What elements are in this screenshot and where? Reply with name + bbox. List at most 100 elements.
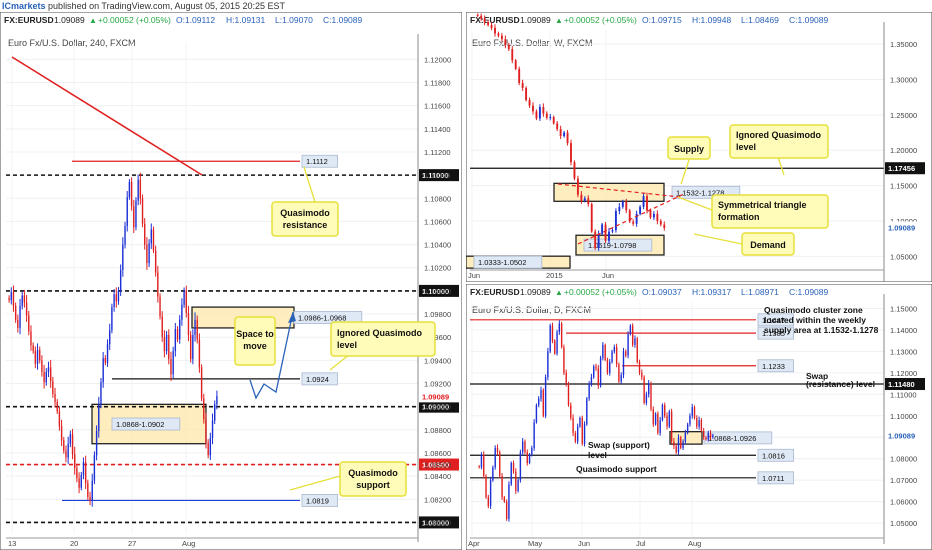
candle-body — [659, 220, 662, 225]
candle-body — [84, 462, 87, 484]
candle-body — [654, 413, 657, 425]
candle-body — [499, 452, 501, 476]
candle-body — [504, 39, 507, 45]
candle-body — [627, 334, 629, 356]
candle-body — [30, 331, 32, 346]
quote-change: +0.00052 (+0.05%) — [98, 15, 171, 25]
up-arrow-icon: ▲ — [555, 288, 563, 297]
candle-body — [67, 443, 69, 458]
callout-ignored-quasimodo-weekly: Ignored Quasimodo level — [729, 124, 829, 176]
candle-body — [615, 347, 618, 365]
triangle-line-lower — [577, 193, 685, 245]
quote-low: L:1.08469 — [741, 15, 779, 25]
candle-body — [483, 18, 486, 23]
candle-body — [622, 351, 625, 375]
publish-text: published on TradingView.com, August 05,… — [48, 1, 286, 11]
candle-body — [487, 22, 490, 26]
level-axis-label: 1.10000 — [422, 287, 449, 296]
candle-body — [567, 383, 570, 406]
chart-240[interactable]: FX:EURUSD 1.09089 ▲ +0.00052 (+0.05%) O:… — [0, 12, 462, 550]
candle-body — [10, 292, 12, 301]
candle-body — [60, 426, 63, 441]
arrow-path-icon — [249, 311, 294, 400]
candle-body — [576, 426, 579, 442]
candle-body — [189, 334, 192, 360]
y-tick-label: 1.09800 — [424, 310, 451, 319]
candle-body — [174, 329, 177, 352]
y-tick-label: 1.09400 — [424, 356, 451, 365]
candle-body — [636, 338, 638, 363]
candle-body — [647, 383, 650, 395]
candle-body — [570, 143, 572, 163]
candle-body — [139, 179, 142, 199]
candle-body — [525, 87, 528, 101]
brand-link[interactable]: ICmarkets — [2, 1, 46, 11]
candle-body — [698, 420, 700, 427]
candle-body — [176, 329, 179, 340]
up-arrow-icon: ▲ — [89, 16, 97, 25]
candle-body — [91, 480, 93, 501]
candle-body — [668, 411, 671, 427]
candle-body — [510, 463, 512, 485]
candle-body — [82, 462, 85, 475]
candle-body — [702, 430, 705, 438]
zone-label: 1.0333-1.0502 — [478, 258, 526, 267]
y-tick-label: 1.11800 — [424, 79, 451, 88]
callout-quasimodo-resistance: Quasimodo resistance — [271, 166, 339, 237]
chart-daily[interactable]: FX:EURUSD 1.09089 ▲ +0.00052 (+0.05%) O:… — [466, 284, 932, 550]
candle-body — [207, 442, 209, 456]
quote-last: 1.09089 — [520, 287, 551, 297]
candle-body — [19, 305, 21, 328]
annotation-space-to-move: Space to — [236, 329, 274, 339]
level-tag: 1.0816 — [762, 451, 785, 460]
candle-body — [542, 107, 545, 114]
candle-body — [124, 226, 126, 245]
candle-body — [556, 332, 558, 354]
candle-body — [517, 480, 519, 491]
candle-body — [43, 371, 45, 383]
candle-body — [93, 455, 96, 481]
annotation-ignored-quasimodo-line2: level — [337, 340, 357, 350]
candle-body — [161, 316, 163, 338]
candle-body — [179, 319, 181, 340]
y-tick-label: 1.09000 — [424, 403, 451, 412]
quote-last: 1.09089 — [54, 15, 85, 25]
candle-body — [599, 357, 602, 386]
quote-close: C:1.09089 — [323, 15, 362, 25]
candle-body — [494, 27, 496, 34]
candle-body — [693, 407, 696, 418]
candle-body — [588, 383, 590, 399]
y-tick-label: 1.20000 — [890, 146, 917, 155]
candle-body — [625, 351, 627, 356]
candle-body — [521, 441, 524, 453]
candle-body — [511, 49, 514, 61]
y-tick-label: 1.05000 — [890, 252, 917, 261]
candle-body — [583, 424, 586, 444]
candle-body — [712, 435, 714, 438]
annotation-quasimodo-cluster-line2: located within the weekly — [764, 315, 866, 325]
current-price-label: 1.09089 — [422, 392, 449, 401]
candle-body — [514, 60, 517, 69]
candle-body — [645, 394, 648, 403]
candle-body — [17, 319, 19, 328]
price-tag-bg — [885, 429, 925, 442]
level-tag-bg — [757, 326, 794, 340]
candle-body — [512, 463, 515, 472]
candle-body — [32, 345, 34, 352]
candle-body — [28, 315, 30, 332]
candle-body — [214, 404, 216, 421]
y-tick-label: 1.10800 — [424, 194, 451, 203]
chart-weekly[interactable]: FX:EURUSD 1.09089 ▲ +0.00052 (+0.05%) O:… — [466, 12, 932, 282]
candle-body — [39, 349, 41, 361]
candle-body — [566, 132, 569, 144]
candle-body — [58, 411, 61, 427]
chart-title: Euro Fx/U.S. Dollar, W, FXCM — [472, 38, 593, 48]
callout-demand: Demand — [693, 232, 795, 256]
quote-symbol: FX:EURUSD — [470, 287, 520, 297]
candle-body — [65, 450, 67, 458]
candle-body — [496, 447, 499, 453]
candle-body — [581, 417, 583, 444]
candle-body — [148, 243, 150, 264]
annotation-symmetrical-triangle-line2: formation — [718, 212, 760, 222]
candle-body — [80, 474, 82, 488]
